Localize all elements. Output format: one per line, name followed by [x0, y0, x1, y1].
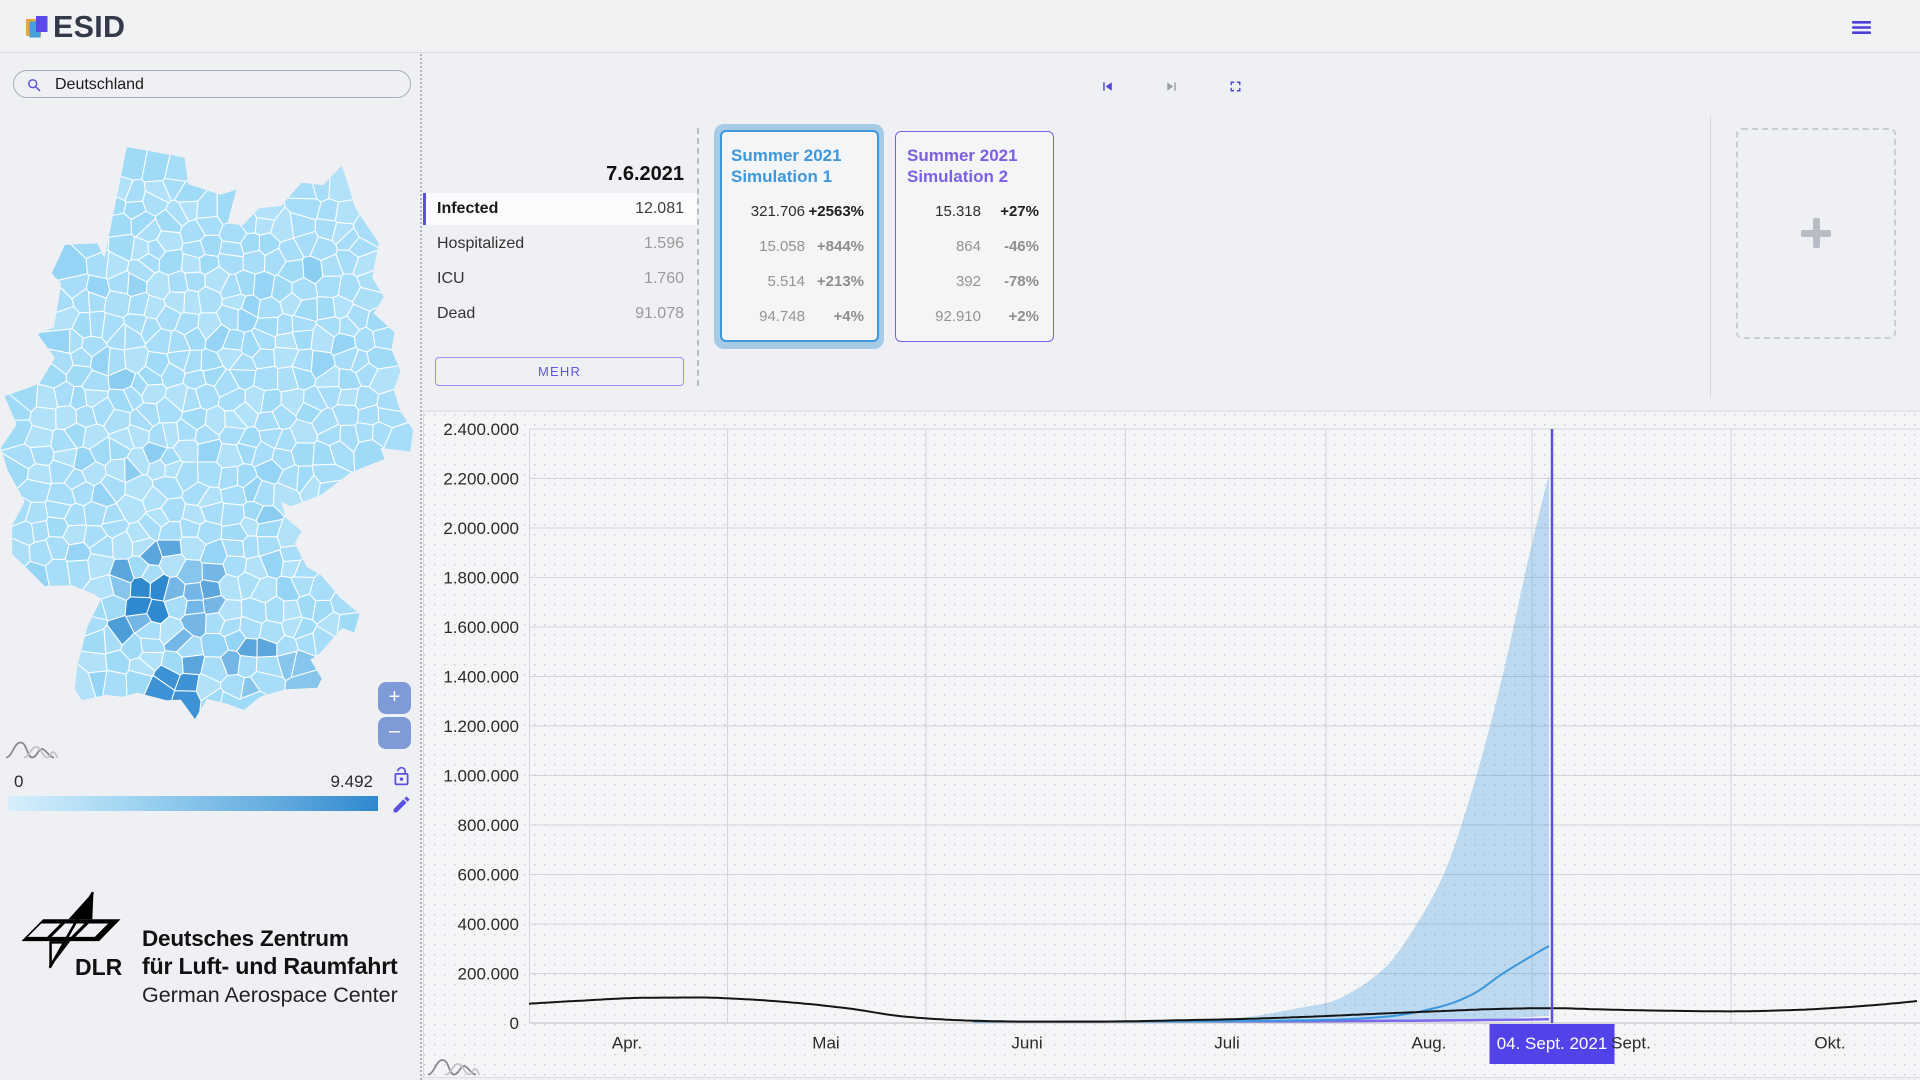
svg-text:Juli: Juli [1214, 1034, 1240, 1053]
svg-text:Deutsches Zentrum: Deutsches Zentrum [142, 926, 349, 951]
svg-text:0: 0 [510, 1014, 519, 1033]
svg-text:04. Sept. 2021: 04. Sept. 2021 [1497, 1034, 1608, 1053]
svg-text:200.000: 200.000 [458, 965, 519, 984]
svg-text:1.400.000: 1.400.000 [443, 668, 519, 687]
svg-text:1.000.000: 1.000.000 [443, 767, 519, 786]
svg-text:600.000: 600.000 [458, 866, 519, 885]
svg-text:Aug.: Aug. [1412, 1034, 1447, 1053]
svg-text:DLR: DLR [75, 954, 123, 980]
svg-text:für Luft- und Raumfahrt: für Luft- und Raumfahrt [142, 953, 398, 979]
svg-text:Juni: Juni [1011, 1034, 1042, 1053]
svg-text:Mai: Mai [812, 1034, 839, 1053]
svg-text:Sept.: Sept. [1611, 1034, 1651, 1053]
svg-text:Okt.: Okt. [1814, 1034, 1845, 1053]
svg-text:1.600.000: 1.600.000 [443, 618, 519, 637]
svg-text:400.000: 400.000 [458, 915, 519, 934]
svg-text:1.800.000: 1.800.000 [443, 569, 519, 588]
svg-text:2.200.000: 2.200.000 [443, 470, 519, 489]
svg-text:800.000: 800.000 [458, 816, 519, 835]
svg-text:German Aerospace Center: German Aerospace Center [142, 983, 398, 1007]
svg-text:1.200.000: 1.200.000 [443, 717, 519, 736]
svg-text:2.000.000: 2.000.000 [443, 519, 519, 538]
svg-text:2.400.000: 2.400.000 [443, 420, 519, 439]
svg-text:Apr.: Apr. [612, 1034, 642, 1053]
